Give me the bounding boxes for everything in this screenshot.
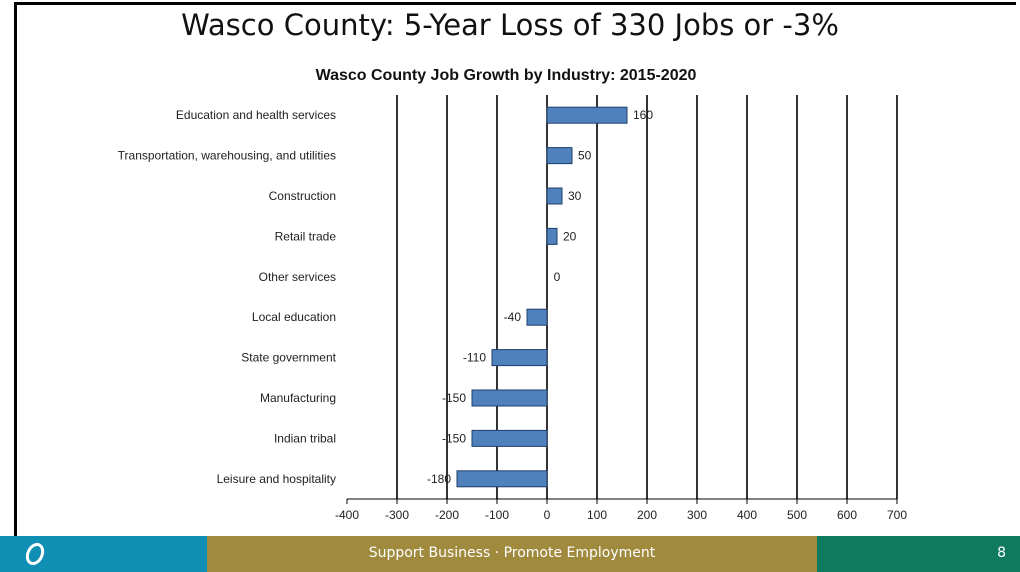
category-label: Local education [252,310,336,324]
slide-frame [14,2,1016,536]
data-label: 30 [568,189,582,203]
data-label: -150 [442,431,466,445]
bar [456,470,548,488]
x-tick-label: 400 [737,508,757,522]
data-label: 50 [578,149,592,163]
category-label: Indian tribal [274,431,336,445]
bar [491,349,548,367]
category-label: Retail trade [275,229,337,243]
data-label: -150 [442,391,466,405]
x-tick-label: 700 [887,508,907,522]
slide-title: Wasco County: 5-Year Loss of 330 Jobs or… [181,8,839,42]
x-tick-label: 300 [687,508,707,522]
data-label: -110 [463,351,486,365]
data-label: -180 [427,472,451,486]
category-label: Other services [259,270,336,284]
bar [546,147,573,165]
footer-middle-band: Support Business · Promote Employment [207,536,817,572]
chart: Wasco County Job Growth by Industry: 201… [118,67,908,522]
category-label: Leisure and hospitality [217,472,336,486]
x-tick-label: 0 [544,508,551,522]
x-tick-label: 100 [587,508,607,522]
data-label: -40 [504,310,522,324]
bar [546,106,628,124]
footer-tagline: Support Business · Promote Employment [368,545,656,561]
footer: Support Business · Promote Employment 8 [0,536,1020,572]
category-label: Education and health services [176,108,336,122]
bar [526,308,548,326]
footer-right-band: 8 [817,536,1020,572]
data-label: 160 [633,108,653,122]
x-tick-label: 200 [637,508,657,522]
bar [546,227,558,245]
data-label: 0 [554,270,561,284]
labels: -400 -300 -200 -100 0 100 200 300 400 500 600 700Ed… [118,108,908,522]
data-label: 20 [563,229,577,243]
logo-icon [25,542,45,566]
footer-left-band [0,536,207,572]
page-number: 8 [997,545,1006,561]
grid-lines [346,95,898,504]
category-label: Manufacturing [260,391,336,405]
bar [471,429,548,447]
x-tick-label: -100 [485,508,509,522]
chart-title: Wasco County Job Growth by Industry: 201… [316,67,697,84]
x-tick-label: -400 [335,508,359,522]
x-tick-label: -300 [385,508,409,522]
x-tick-label: -200 [435,508,459,522]
bar [471,389,548,407]
bar [546,187,563,205]
x-tick-label: 600 [837,508,857,522]
category-label: Transportation, warehousing, and utiliti… [118,149,336,163]
category-label: State government [241,351,336,365]
x-tick-label: 500 [787,508,807,522]
category-label: Construction [269,189,336,203]
bars [456,106,628,488]
